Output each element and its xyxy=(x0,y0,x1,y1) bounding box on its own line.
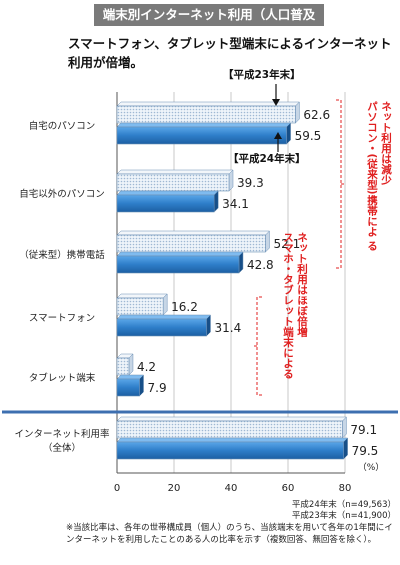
bar-h24 xyxy=(116,255,240,274)
bar-h23-side xyxy=(265,230,270,253)
category-label: 自宅のパソコン xyxy=(29,120,96,132)
category-label: （従来型）携帯電話 xyxy=(19,249,105,261)
bar-h23 xyxy=(116,173,230,192)
arrowhead-h24 xyxy=(274,132,282,139)
data-label-h23: 16.2 xyxy=(171,300,198,314)
bar-h24 xyxy=(116,194,215,213)
data-label-h23: 79.1 xyxy=(350,423,377,437)
bar-h24 xyxy=(116,378,140,397)
bar-h23-top xyxy=(116,169,234,175)
category-label: 自宅以外のパソコン xyxy=(19,188,105,200)
data-label-h23: 52.1 xyxy=(273,237,300,251)
bar-h24-side xyxy=(286,122,291,145)
chart-subtitle: スマートフォン、タブレット型端末によるインターネット利用が倍増。 xyxy=(68,36,392,70)
bar-h23-side xyxy=(295,101,300,124)
chart-title: 端末別インターネット利用（人口普及率） xyxy=(94,4,324,44)
data-label-h23: 62.6 xyxy=(303,108,330,122)
annotation-bottom: スマホ・タブレット端末による xyxy=(282,232,294,379)
bar-h23-top xyxy=(116,101,301,107)
bar-h23-side xyxy=(162,293,168,316)
category-label: インターネット利用率 xyxy=(14,428,110,440)
bar-h24-side xyxy=(213,190,219,213)
sample-size-h24: 平成24年末（n=49,563） xyxy=(291,500,396,510)
bar-h24-top xyxy=(116,190,219,196)
x-tick-label: 40 xyxy=(225,483,238,494)
annotation-top: ネット利用は減少 xyxy=(380,101,392,185)
data-label-h23: 4.2 xyxy=(137,360,156,374)
bar-h23 xyxy=(116,234,266,253)
bar-h23-side xyxy=(228,169,234,192)
bar-h24 xyxy=(116,441,344,460)
data-label-h24: 79.5 xyxy=(352,444,379,458)
bar-h24-side xyxy=(238,251,244,274)
x-tick-label: 0 xyxy=(114,483,120,494)
data-label-h24: 7.9 xyxy=(148,381,167,395)
unit-label: （%） xyxy=(358,462,385,473)
bar-h23-side xyxy=(342,416,347,439)
bracket-top xyxy=(336,99,345,269)
bar-h24 xyxy=(116,318,207,337)
bar-h23 xyxy=(116,357,130,376)
bar-h23-side xyxy=(128,353,134,376)
bar-h23 xyxy=(116,297,164,316)
bar-h23-top xyxy=(116,293,168,299)
annotation-bottom: ネット利用はほぼ倍増 xyxy=(296,232,308,338)
bar-h24-top xyxy=(116,437,349,443)
bar-h24-top xyxy=(116,314,212,320)
callout-h24: 【平成24年末】 xyxy=(228,152,306,165)
bar-h23-top xyxy=(116,230,271,236)
data-label-h23: 39.3 xyxy=(237,176,264,190)
bar-h24-top xyxy=(116,122,292,128)
legend-sample-sizes: 平成24年末（n=49,563） 平成23年末（n=41,900） xyxy=(270,500,396,522)
footnote: ※当該比率は、各年の世帯構成員（個人）のうち、当該端末を用いて各年の1年間にイン… xyxy=(66,523,393,545)
bar-h24 xyxy=(116,126,287,145)
bar-h23-top xyxy=(116,416,348,422)
bar-h24-side xyxy=(206,314,211,337)
bracket-bottom xyxy=(253,296,262,396)
x-tick-label: 60 xyxy=(282,483,295,494)
data-label-h24: 42.8 xyxy=(247,258,274,272)
category-label: （全体） xyxy=(43,442,81,454)
bar-h23 xyxy=(116,420,343,439)
data-label-h24: 59.5 xyxy=(295,129,322,143)
arrowhead-h23 xyxy=(272,99,280,106)
callout-h23: 【平成23年末】 xyxy=(223,68,301,81)
data-label-h24: 34.1 xyxy=(222,197,249,211)
x-tick-label: 80 xyxy=(339,483,352,494)
bar-h24-top xyxy=(116,251,244,257)
bar-h24-side xyxy=(343,437,348,460)
bar-h24-top xyxy=(116,374,145,380)
data-label-h24: 31.4 xyxy=(214,321,241,335)
x-tick-label: 20 xyxy=(168,483,181,494)
category-label: タブレット端末 xyxy=(29,372,96,384)
sample-size-h23: 平成23年末（n=41,900） xyxy=(291,511,396,521)
bar-h23 xyxy=(116,105,296,124)
category-label: スマートフォン xyxy=(29,313,95,324)
bar-h24-side xyxy=(139,374,144,397)
annotation-top: パソコン・(従来型)携帯によ る xyxy=(366,101,378,251)
